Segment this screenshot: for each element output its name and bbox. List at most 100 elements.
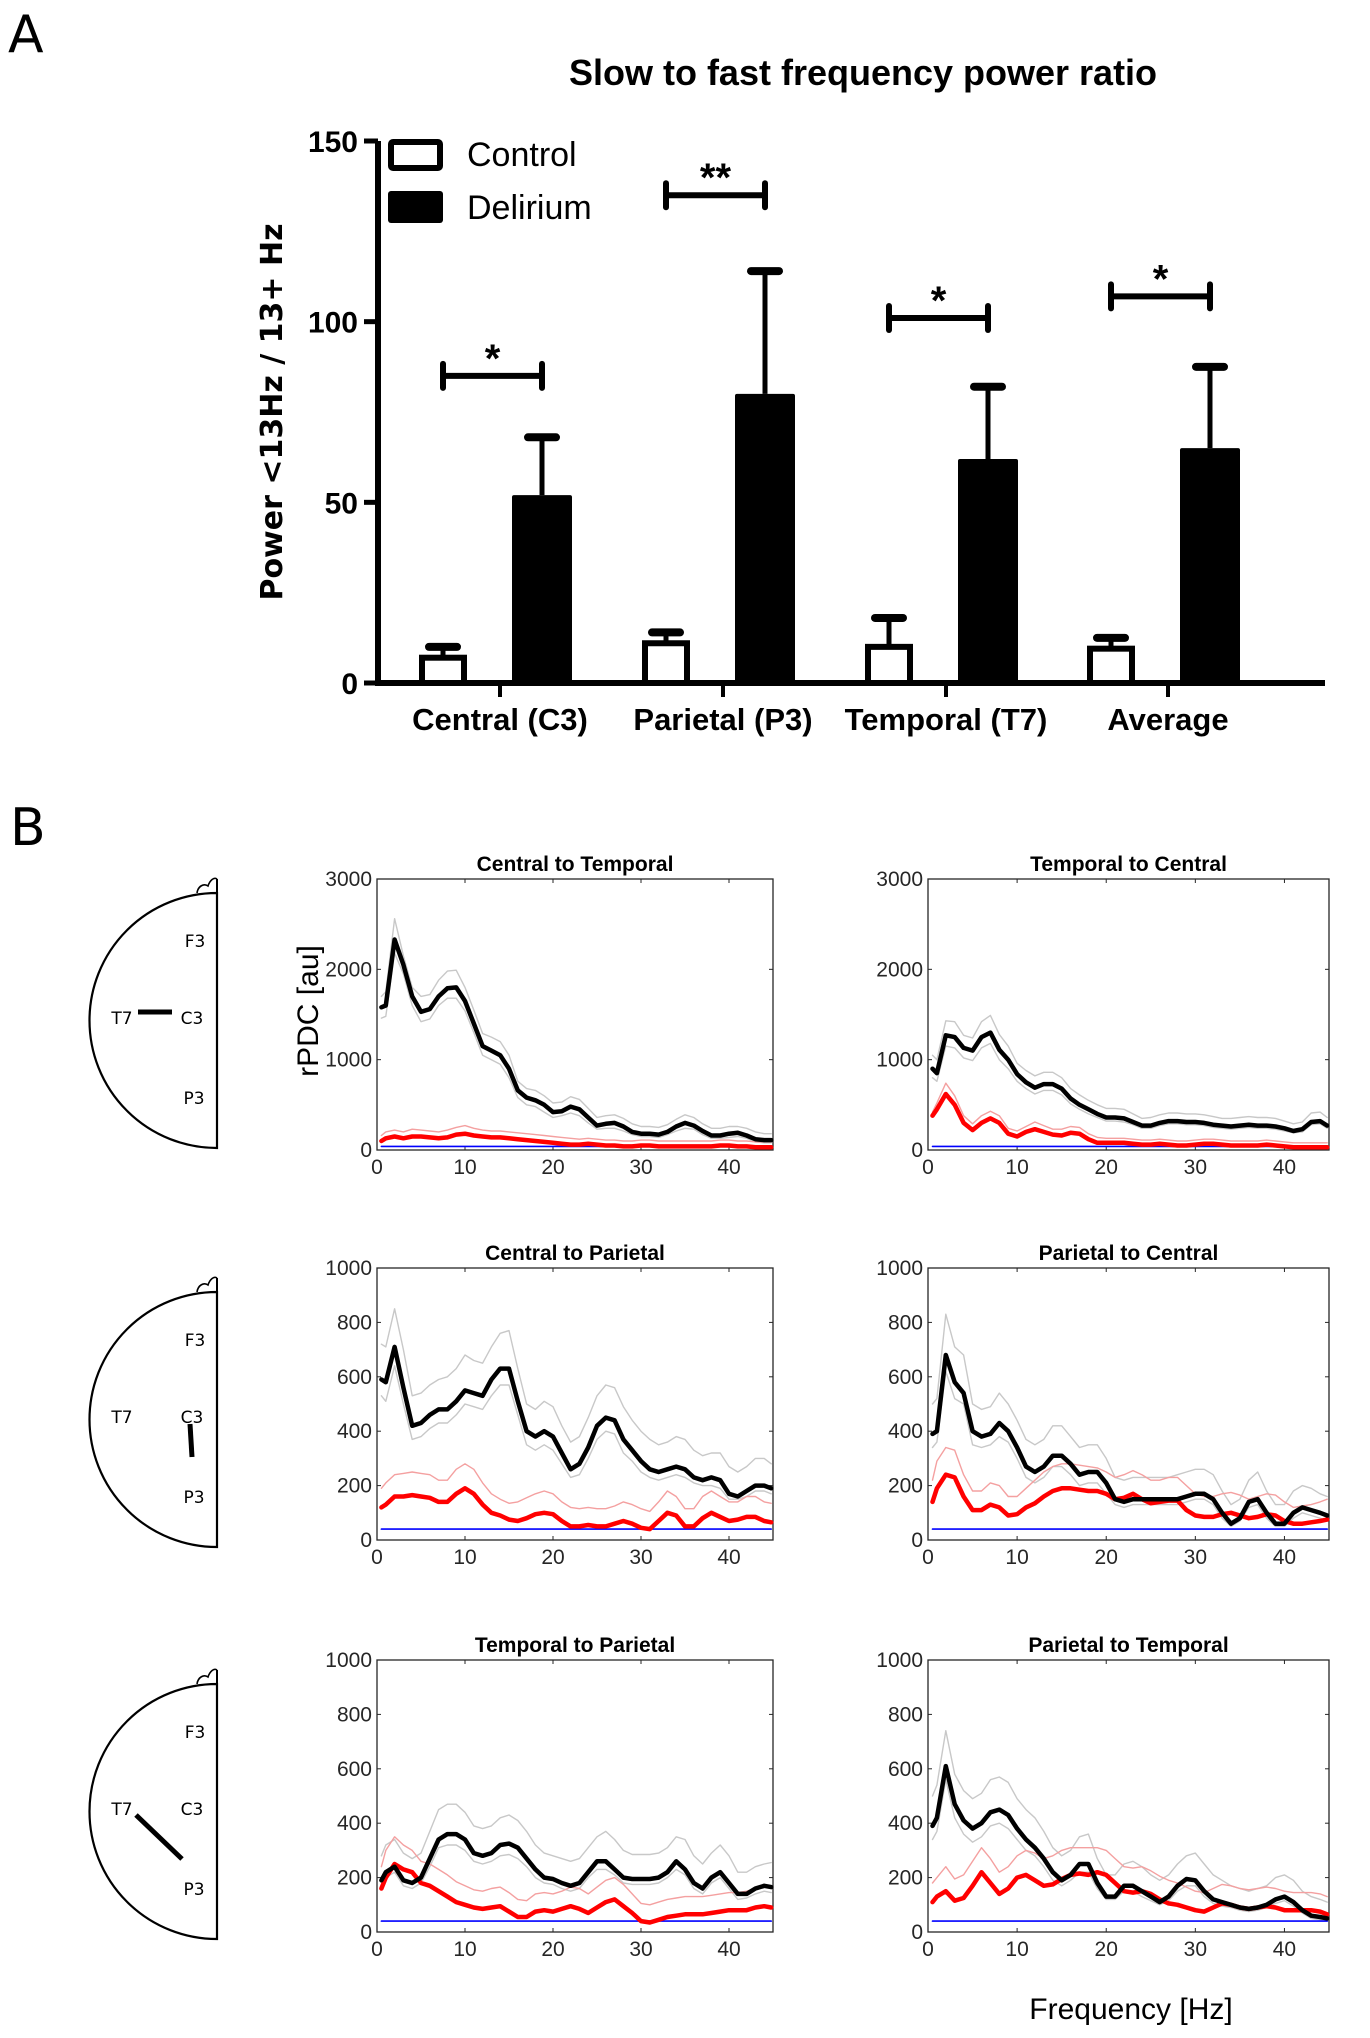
y-tick-label: 1000 — [325, 1649, 372, 1672]
y-tick-label: 1000 — [876, 1649, 923, 1672]
x-tick-label: 40 — [717, 1156, 740, 1179]
electrode-label-t7: T7 — [110, 1009, 132, 1029]
x-tick-label: 20 — [541, 1938, 564, 1961]
bar-delirium-parietal-p3 — [735, 393, 795, 683]
bar-chart-title: Slow to fast frequency power ratio — [569, 52, 1157, 93]
series-delirium-mean — [930, 1030, 1330, 1134]
x-tick-label: 40 — [717, 1938, 740, 1961]
head-diagram: F3 T7 C3 P3 — [88, 1668, 219, 1941]
electrode-label-p3: P3 — [183, 1089, 204, 1109]
series-delirium-mean — [930, 1763, 1330, 1921]
y-tick-label: 0 — [911, 1529, 923, 1552]
bar-delirium-temporal-t7 — [958, 458, 1018, 683]
head-diagram: F3 T7 C3 P3 — [88, 1276, 219, 1549]
series-control-mean — [930, 1091, 1330, 1150]
electrode-label-p3: P3 — [183, 1880, 204, 1900]
plot-title: Central to Parietal — [485, 1242, 665, 1265]
y-tick-label: 1000 — [325, 1049, 372, 1072]
x-tick-label: 30 — [629, 1156, 652, 1179]
category-label-average: Average — [1107, 702, 1228, 737]
x-tick-label: 20 — [1095, 1938, 1118, 1961]
electrode-label-p3: P3 — [183, 1488, 204, 1508]
series-delirium-mean — [379, 1344, 774, 1499]
series-control-upper — [380, 1124, 772, 1143]
head-diagrams: F3 T7 C3 P3 F3 T7 C3 P3 F3 T7 C3 P3 — [88, 877, 219, 1941]
legend-label-control: Control — [467, 136, 577, 174]
x-tick-label: 0 — [371, 1546, 383, 1569]
bar-control-temporal-t7 — [865, 643, 913, 686]
bar-chart-y-tick-label: 150 — [308, 126, 358, 159]
x-tick-label: 30 — [1184, 1156, 1207, 1179]
y-tick-label: 600 — [888, 1758, 923, 1781]
bar-chart-category-labels: Central (C3) Parietal (P3) Temporal (T7) Av… — [412, 702, 1228, 737]
series-control-upper — [931, 1446, 1328, 1509]
panel-a-letter: A — [8, 5, 44, 65]
significance-stars: * — [485, 337, 501, 381]
category-label-central-c3: Central (C3) — [412, 702, 588, 737]
series-control-mean — [379, 1131, 774, 1150]
electrode-label-f3: F3 — [185, 1331, 206, 1351]
y-tick-label: 200 — [337, 1867, 372, 1890]
x-tick-label: 30 — [1184, 1546, 1207, 1569]
y-tick-label: 0 — [911, 1921, 923, 1944]
y-tick-label: 1000 — [876, 1049, 923, 1072]
plot-frame — [927, 878, 1330, 1151]
y-tick-label: 400 — [337, 1812, 372, 1835]
series-control-mean — [379, 1486, 774, 1532]
y-tick-label: 0 — [360, 1139, 372, 1162]
bar-delirium-central-c3 — [512, 495, 572, 683]
y-tick-label: 400 — [337, 1420, 372, 1443]
y-tick-label: 0 — [360, 1529, 372, 1552]
y-tick-label: 3000 — [876, 868, 923, 891]
bar-chart-bars — [419, 267, 1240, 687]
bar-chart-y-ticks: 0 50 100 150 — [308, 126, 378, 701]
series-delirium-lower — [380, 1844, 772, 1901]
x-tick-label: 20 — [541, 1156, 564, 1179]
plot-title: Parietal to Central — [1039, 1242, 1219, 1265]
plot-central-to-temporal: Central to Temporal 0 10 20 30 40 0 1000 2000 300… — [325, 853, 774, 1179]
nose-icon — [196, 877, 218, 894]
x-tick-label: 0 — [371, 1938, 383, 1961]
y-tick-label: 800 — [337, 1311, 372, 1334]
electrode-label-f3: F3 — [185, 1723, 206, 1743]
series-delirium-mean — [379, 937, 774, 1143]
y-tick-label: 600 — [337, 1758, 372, 1781]
x-tick-label: 40 — [1273, 1156, 1296, 1179]
bar-chart: Slow to fast frequency power ratio Power… — [255, 52, 1325, 737]
plot-temporal-to-central: Temporal to Central 0 10 20 30 40 0 1000 2000 300… — [876, 853, 1330, 1179]
bar-delirium-average — [1180, 448, 1240, 683]
series-delirium-mean — [379, 1831, 774, 1897]
head-outline — [88, 1290, 219, 1549]
y-tick-label: 1000 — [325, 1257, 372, 1280]
series-delirium-upper — [380, 1308, 772, 1473]
series-delirium-upper — [380, 918, 772, 1135]
electrode-label-c3: C3 — [181, 1009, 204, 1029]
series-delirium-lower — [380, 1365, 772, 1500]
series-delirium-mean — [930, 1352, 1330, 1526]
head-diagram: F3 T7 C3 P3 — [88, 877, 219, 1150]
bar-chart-y-tick-label: 50 — [325, 487, 358, 520]
series-control-upper — [931, 1846, 1328, 1898]
plot-title: Temporal to Central — [1030, 853, 1227, 876]
series-delirium-lower — [931, 1370, 1328, 1528]
plot-title: Parietal to Temporal — [1028, 1634, 1228, 1657]
x-tick-label: 30 — [629, 1546, 652, 1569]
y-tick-label: 2000 — [325, 958, 372, 981]
head-outline — [88, 1682, 219, 1941]
x-tick-label: 40 — [1273, 1546, 1296, 1569]
electrode-label-c3: C3 — [181, 1408, 204, 1428]
significance-stars: * — [1153, 257, 1169, 301]
y-tick-label: 200 — [337, 1475, 372, 1498]
y-tick-label: 600 — [888, 1366, 923, 1389]
y-tick-label: 0 — [360, 1921, 372, 1944]
bar-chart-y-tick-label: 100 — [308, 307, 358, 340]
y-tick-label: 3000 — [325, 868, 372, 891]
x-tick-label: 10 — [453, 1546, 476, 1569]
series-delirium-upper — [931, 1313, 1328, 1506]
y-tick-label: 1000 — [876, 1257, 923, 1280]
x-tick-label: 20 — [541, 1546, 564, 1569]
electrode-label-t7: T7 — [110, 1800, 132, 1820]
x-tick-label: 0 — [922, 1938, 934, 1961]
